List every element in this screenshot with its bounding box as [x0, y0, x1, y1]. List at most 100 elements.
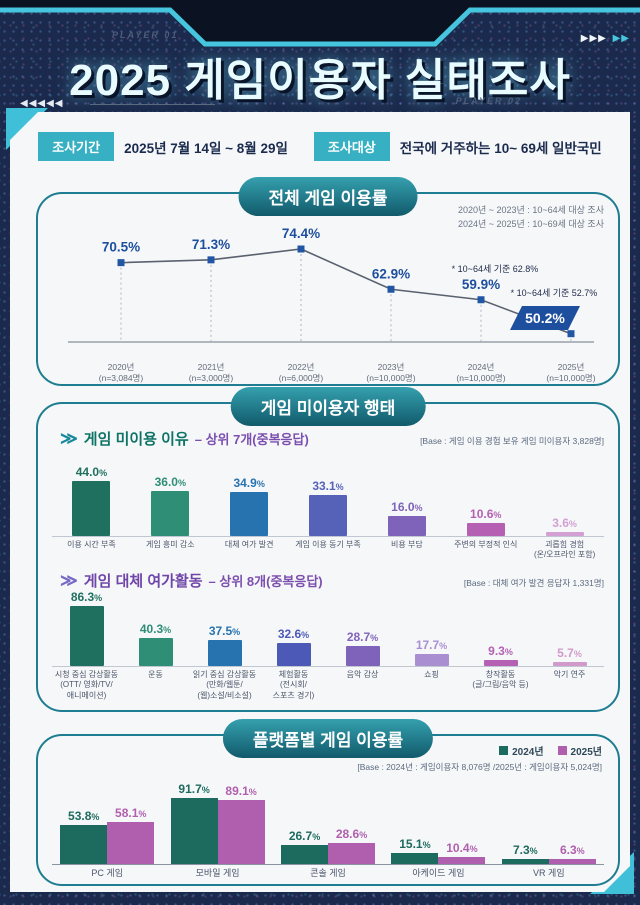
header-divider [90, 104, 215, 105]
bar-1 [139, 638, 173, 666]
grouped-bar-value-label: 89.1% [225, 783, 257, 798]
section-nonuser-behavior: 게임 미이용자 행태 ≫ 게임 미이용 이유 – 상위 7개(중복응답) [Ba… [36, 402, 620, 712]
left-arrows-icon: ◀◀◀◀◀ [20, 98, 64, 109]
base-note: [Base : 게임 이용 경험 보유 게임 미이용자 3,828명] [420, 436, 604, 446]
grouped-bar-value-label: 6.3% [559, 843, 585, 858]
bar-5 [415, 654, 449, 666]
bar-category-6: 창작활동 (글/그림/음악 등) [472, 670, 529, 690]
section-title-platform: 플랫폼별 게임 이용률 [223, 719, 433, 758]
line-point-2023년 [388, 286, 395, 293]
nonuse-reasons-bar-chart: 44.0% 36.0% 34.9% 33.1% 16.0% 10.6% 3.6% [52, 458, 604, 537]
bar-col-3: 33.1% [289, 458, 368, 536]
bar-category-4: 음악 감상 [346, 670, 379, 679]
bar-col-6: 3.6% [525, 458, 604, 536]
bar-3 [309, 495, 347, 536]
bar-value-label: 44.0% [75, 465, 108, 479]
scope-note-2: 2024년 ~ 2025년 : 10~69세 대상 조사 [457, 218, 604, 229]
bar-value-label: 40.3% [139, 621, 172, 636]
base-note: [Base : 2024년 : 게임이용자 8,076명 /2025년 : 게임… [357, 762, 602, 772]
line-value-label: 74.4% [282, 226, 320, 241]
section-title-nonuser: 게임 미이용자 행태 [231, 387, 426, 426]
header-hud-frame [0, 0, 640, 47]
survey-target-value: 전국에 거주하는 10~ 69세 일반국민 [399, 140, 602, 156]
x-axis-label-4: 2024년 (n=10,000명) [456, 362, 506, 384]
legend-swatch [558, 746, 567, 755]
platform-categories: PC 게임 모바일 게임 콘솔 게임 아케이드 게임 VR 게임 [52, 868, 604, 880]
player2-label: PLAYER 02 [455, 96, 522, 106]
platform-group-1: 91.7% 89.1% [162, 780, 272, 864]
bar-col-2: 37.5% [190, 588, 259, 666]
platform-category-4: VR 게임 [533, 868, 565, 878]
bar-value-label: 16.0% [391, 500, 423, 514]
bar-category-2: 읽기 중심 감상활동 (만화/웹툰/(웹)소설/비소설) [192, 670, 257, 700]
subheading-title: 게임 대체 여가활동 [83, 573, 203, 590]
bar-0 [72, 481, 110, 536]
bar-col-3: 32.6% [259, 588, 328, 666]
section-platform-usage: 플랫폼별 게임 이용률 2024년 2025년 [Base : 2024년 : 게… [36, 734, 620, 886]
x-axis-label-1: 2021년 (n=3,000명) [188, 362, 234, 384]
grouped-bar-value-label: 91.7% [178, 781, 210, 796]
bar-7 [553, 662, 587, 666]
bar-0 [70, 606, 104, 666]
bar-value-label: 9.3% [488, 643, 513, 658]
chevron-icon: ≫ [60, 571, 78, 590]
survey-info-row: 조사기간 2025년 7월 14일 ~ 8월 29일 조사대상 전국에 거주하는… [10, 132, 630, 161]
survey-period: 조사기간 2025년 7월 14일 ~ 8월 29일 [38, 132, 288, 161]
line-value-label: 71.3% [192, 237, 230, 252]
platform-chart-legend: 2024년 2025년 [499, 743, 602, 758]
bar-col-1: 36.0% [131, 458, 210, 536]
survey-period-badge: 조사기간 [38, 132, 114, 161]
bar-category-0: 이용 시간 부족 [67, 540, 116, 549]
bar-value-label: 36.0% [154, 475, 186, 489]
x-axis-label-3: 2023년 (n=10,000명) [366, 362, 416, 384]
survey-target-badge: 조사대상 [314, 132, 390, 161]
legend-label: 2025년 [570, 747, 602, 758]
bar-category-7: 악기 연주 [553, 670, 586, 679]
bar-value-label: 34.9% [233, 476, 265, 491]
grouped-bar-value-label: 58.1% [115, 806, 147, 821]
bar-category-6: 괴롭힘 경험 (온/오프라인 포함) [533, 540, 596, 560]
grouped-bar-2024년-0 [60, 825, 107, 864]
bar-category-2: 대체 여가 발견 [224, 540, 274, 549]
bar-col-2: 34.9% [210, 458, 289, 536]
bar-value-label: 10.6% [470, 506, 502, 521]
line-point-2020년 [118, 259, 125, 266]
subheading-title: 게임 미이용 이유 [83, 431, 189, 448]
bar-col-0: 44.0% [52, 458, 131, 536]
platform-category-3: 아케이드 게임 [412, 868, 465, 878]
grouped-bar-value-label: 7.3% [512, 842, 538, 857]
grouped-bar-2025년-1 [218, 800, 265, 864]
bar-col-5: 17.7% [397, 588, 466, 666]
line-value-label: 62.9% [372, 266, 410, 281]
grouped-bar-2025년-4 [549, 859, 596, 864]
bar-category-4: 비용 부담 [391, 540, 423, 549]
highlight-badge [510, 306, 580, 330]
grouped-bar-value-label: 53.8% [68, 809, 100, 824]
highlight-badge-value: 50.2% [525, 310, 565, 326]
survey-scope-notes: 2020년 ~ 2023년 : 10~64세 대상 조사 2024년 ~ 202… [458, 204, 604, 232]
bar-col-0: 86.3% [52, 588, 121, 666]
bar-col-6: 9.3% [466, 588, 535, 666]
alternative-leisure-bar-chart: 86.3% 40.3% 37.5% 32.6% 28.7% 17.7% 9.3% 5.7% [52, 588, 604, 667]
line-value-label: 70.5% [102, 240, 140, 255]
bar-3 [277, 643, 311, 666]
overall-usage-line-chart: 70.5% 71.3% 74.4% 62.9% 59.9% 50.2% * 10~64세 기… [40, 210, 616, 363]
platform-group-2: 26.7% 28.6% [273, 780, 383, 864]
section-overall-usage: 전체 게임 이용률 2020년 ~ 2023년 : 10~64세 대상 조사 2… [36, 192, 620, 386]
section-title-overall: 전체 게임 이용률 [239, 177, 418, 216]
grouped-bar-2025년-2 [328, 843, 375, 864]
bar-col-1: 40.3% [121, 588, 190, 666]
bar-value-label: 17.7% [415, 637, 448, 652]
grouped-bar-2024년-2 [281, 845, 328, 864]
platform-category-1: 모바일 게임 [195, 868, 240, 878]
scope-note-1: 2020년 ~ 2023년 : 10~64세 대상 조사 [457, 205, 604, 215]
x-axis-label-0: 2020년 (n=3,084명) [98, 362, 144, 384]
overall-usage-line: 70.5% 71.3% 74.4% 62.9% 59.9% 50.2% * 10~64세 기… [40, 210, 616, 358]
platform-group-4: 7.3% 6.3% [494, 780, 604, 864]
bar-category-0: 시청 중심 감상활동 (OTT/ 영화/TV/애니메이션) [54, 670, 119, 700]
legend-item-2024년: 2024년 [499, 743, 543, 758]
page-title: 2025 게임이용자 실태조사 [69, 56, 571, 105]
bar-1 [151, 491, 189, 536]
bar-col-7: 5.7% [535, 588, 604, 666]
chevron-icon: ≫ [60, 429, 78, 448]
